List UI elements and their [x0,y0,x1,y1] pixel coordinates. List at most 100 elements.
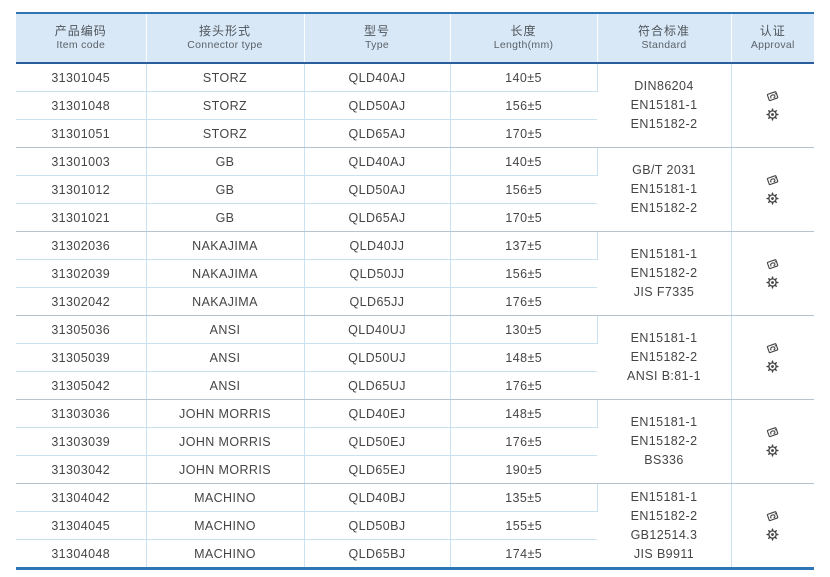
item-code-cell: 31305036 [16,315,147,344]
standard-line: EN15181-1 [630,415,698,429]
item-code-cell: 31303042 [16,455,147,484]
connector-type-cell: STORZ [146,63,305,92]
approval-cell [731,483,814,569]
item-code-cell: 31302036 [16,231,147,260]
length-cell: 130±5 [450,315,598,344]
standard-line: EN15181-1 [630,489,698,504]
item-code-cell: 31305039 [16,343,147,372]
item-code-cell: 31304045 [16,511,147,540]
length-cell: 155±5 [450,511,597,540]
standard-line: EN15181-1 [630,182,698,196]
standards-cell: EN15181-1 EN15182-2 ANSI B:81-1 [597,315,732,400]
standard-line: EN15182-2 [630,201,698,215]
type-cell: QLD40AJ [304,147,451,176]
connector-type-cell: ANSI [146,343,305,372]
length-cell: 140±5 [450,147,598,176]
approval-cell [731,231,814,316]
header-length-zh: 长度 [510,24,537,38]
table-row: 31304042 MACHINO QLD40BJ 135±5 EN15181-1 EN15… [16,483,814,569]
item-code-cell: 31301051 [16,119,147,148]
standard-line: EN15182-2 [630,434,698,448]
gear-badge-icon [765,275,780,290]
type-cell: QLD65AJ [304,119,451,148]
item-code-cell: 31301021 [16,203,147,232]
table-row: 31301021 GB QLD65AJ 170±5 [16,203,814,232]
item-code-cell: 31304048 [16,539,147,569]
item-code-cell: 31301048 [16,91,147,120]
type-cell: QLD40EJ [304,399,451,428]
item-code-cell: 31302042 [16,287,147,316]
standard-line: EN15182-2 [630,266,698,280]
table-body: 31301045 STORZ QLD40AJ 140±5 DIN86204 EN15181… [16,63,814,569]
length-cell: 156±5 [450,259,597,288]
type-cell: QLD50BJ [304,511,451,540]
item-code-cell: 31305042 [16,371,147,400]
standard-line: BS336 [644,453,684,467]
table-row: 31301045 STORZ QLD40AJ 140±5 DIN86204 EN15181… [16,63,814,148]
approval-cell [731,63,814,148]
table-row: 31305039 ANSI QLD50UJ 148±5 [16,343,814,372]
standards-cell: EN15181-1 EN15182-2 JIS F7335 [597,231,732,316]
length-cell: 137±5 [450,231,598,260]
header-item-code-en: Item code [56,39,106,51]
connector-type-cell: ANSI [146,371,305,400]
table-row: 31304048 MACHINO QLD65BJ 174±5 [16,539,814,569]
header-type-en: Type [365,39,389,51]
table-row: 31303036 JOHN MORRIS QLD40EJ 148±5 EN15181-1… [16,399,814,484]
standard-line: EN15182-2 [630,350,698,364]
standard-line: GB/T 2031 [632,163,696,177]
type-cell: QLD50AJ [304,175,451,204]
length-cell: 135±5 [450,483,598,512]
table-row: 31305042 ANSI QLD65UJ 176±5 [16,371,814,400]
length-cell: 176±5 [450,427,597,456]
standards-cell: GB/T 2031 EN15181-1 EN15182-2 [597,147,732,232]
header-length: 长度 Length(mm) [450,13,598,64]
connector-type-cell: NAKAJIMA [146,259,305,288]
length-cell: 156±5 [450,91,597,120]
length-cell: 156±5 [450,175,597,204]
approval-cell [731,399,814,484]
header-length-en: Length(mm) [493,39,554,51]
standards-cell: EN15181-1 EN15182-2 BS336 [597,399,732,484]
header-connector-type: 接头形式 Connector type [146,13,305,64]
gear-badge-icon [765,107,780,122]
length-cell: 176±5 [450,287,597,316]
connector-type-cell: MACHINO [146,539,305,569]
certificate-stamp-icon [765,509,780,524]
header-approval-en: Approval [750,39,795,51]
connector-type-cell: NAKAJIMA [146,231,305,260]
length-cell: 148±5 [450,343,597,372]
header-type-zh: 型号 [363,24,390,38]
table-row: 31303039 JOHN MORRIS QLD50EJ 176±5 [16,427,814,456]
connector-type-cell: JOHN MORRIS [146,427,305,456]
type-cell: QLD50JJ [304,259,451,288]
standard-line: GB12514.3 [630,527,698,542]
length-cell: 148±5 [450,399,598,428]
table-row: 31301003 GB QLD40AJ 140±5 GB/T 2031 EN15181-1… [16,147,814,232]
type-cell: QLD40UJ [304,315,451,344]
item-code-cell: 31301045 [16,63,147,92]
header-connector-type-en: Connector type [187,39,263,51]
header-item-code-zh: 产品编码 [54,24,107,38]
connector-type-cell: MACHINO [146,483,305,512]
type-cell: QLD65UJ [304,371,451,400]
table-row: 31302036 NAKAJIMA QLD40JJ 137±5 EN15181-1 EN1… [16,231,814,316]
standard-line: JIS F7335 [633,285,695,299]
header-standard: 符合标准 Standard [597,13,732,64]
connector-type-cell: STORZ [146,91,305,120]
table-row: 31302042 NAKAJIMA QLD65JJ 176±5 [16,287,814,316]
gear-badge-icon [765,443,780,458]
certificate-stamp-icon [765,89,780,104]
header-approval: 认证 Approval [731,13,814,64]
certificate-stamp-icon [765,257,780,272]
gear-badge-icon [765,191,780,206]
type-cell: QLD65JJ [304,287,451,316]
connector-type-cell: ANSI [146,315,305,344]
item-code-cell: 31304042 [16,483,147,512]
type-cell: QLD65AJ [304,203,451,232]
standard-line: EN15182-2 [630,508,698,523]
connector-type-cell: JOHN MORRIS [146,399,305,428]
type-cell: QLD50AJ [304,91,451,120]
table-row: 31301048 STORZ QLD50AJ 156±5 [16,91,814,120]
